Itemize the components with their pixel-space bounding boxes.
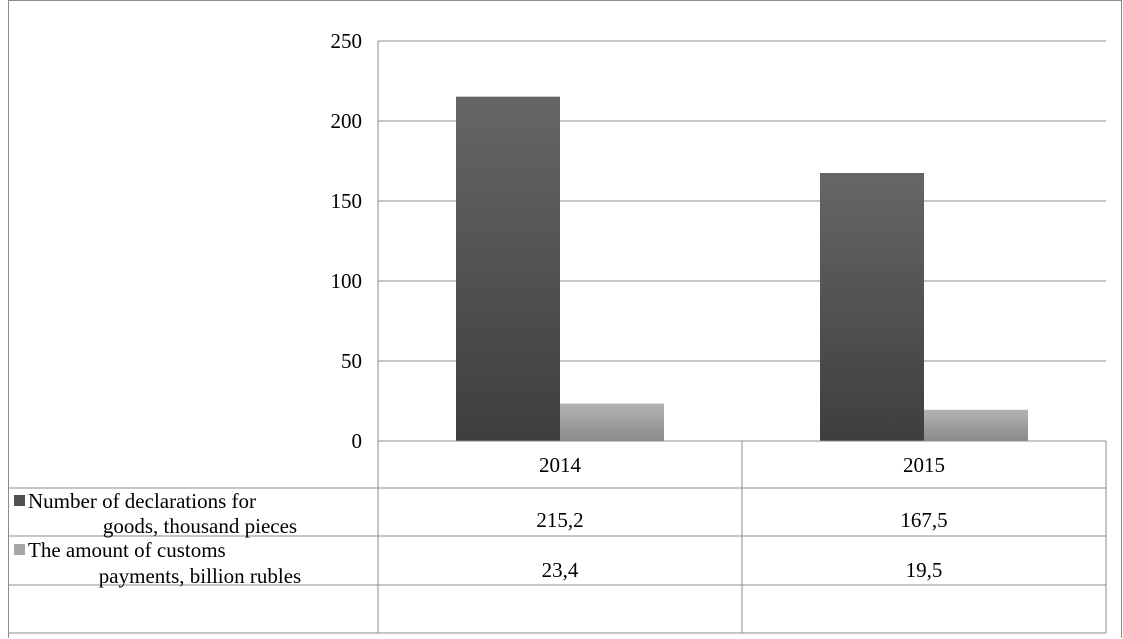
y-axis-ticks: 0 50 100 150 200 250 bbox=[331, 29, 363, 453]
legend-swatch bbox=[14, 495, 25, 506]
chart-frame bbox=[8, 0, 1122, 638]
series-name-line: Number of declarations for bbox=[28, 489, 256, 513]
y-tick-label: 250 bbox=[331, 29, 363, 53]
bar bbox=[456, 96, 560, 442]
data-label: 23,4 bbox=[542, 558, 579, 582]
category-label: 2015 bbox=[903, 453, 945, 477]
bar bbox=[820, 173, 924, 441]
y-tick-label: 0 bbox=[352, 429, 363, 453]
y-tick-label: 100 bbox=[331, 269, 363, 293]
data-label: 19,5 bbox=[906, 558, 943, 582]
category-label: 2014 bbox=[539, 453, 582, 477]
series-name-line: goods, thousand pieces bbox=[103, 514, 297, 538]
legend-swatch bbox=[14, 544, 25, 555]
y-tick-label: 50 bbox=[341, 349, 362, 373]
series-name-line: The amount of customs bbox=[28, 538, 226, 562]
series-name-line: payments, billion rubles bbox=[99, 564, 301, 588]
bars bbox=[456, 96, 1028, 442]
bar bbox=[924, 409, 1028, 441]
y-tick-label: 200 bbox=[331, 109, 363, 133]
bar bbox=[560, 403, 664, 441]
data-label: 215,2 bbox=[536, 508, 583, 532]
y-tick-label: 150 bbox=[331, 189, 363, 213]
data-table: 2014 2015 Number of declarations forgoods,… bbox=[8, 440, 1107, 634]
data-label: 167,5 bbox=[900, 508, 947, 532]
